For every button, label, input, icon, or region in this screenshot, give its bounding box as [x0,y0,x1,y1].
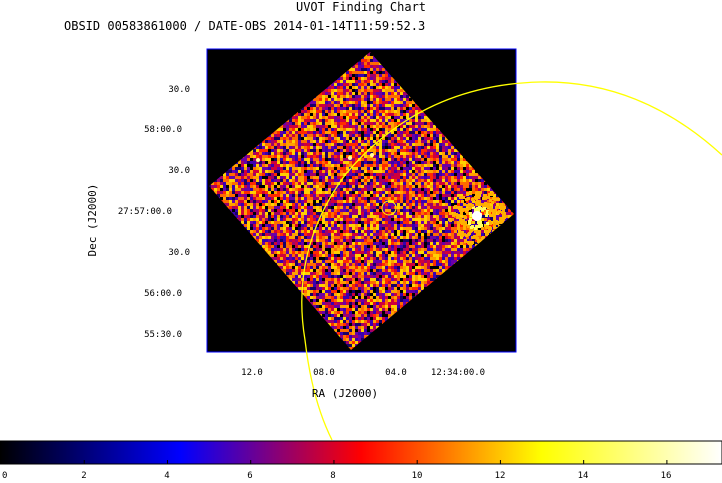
fov-circle [301,81,722,441]
x-tick-label: 08.0 [313,368,335,378]
plot-frame [206,48,517,353]
bright-source [472,211,482,221]
y-tick-label: 56:00.0 [144,289,182,299]
colorbar-tick-label: 8 [330,471,335,481]
colorbar-tick-label: 16 [661,471,672,481]
y-tick-label: 30.0 [168,166,190,176]
colorbar-ticks [0,460,668,464]
y-tick-label: 30.0 [168,85,190,95]
source [370,153,374,157]
x-axis-label: RA (J2000) [312,387,378,400]
colorbar-tick-label: 12 [495,471,506,481]
colorbar-tick-label: 14 [578,471,589,481]
y-tick-label: 58:00.0 [144,125,182,135]
y-tick-label: 27:57:00.0 [118,207,172,217]
y-axis-label: Dec (J2000) [86,184,99,257]
y-tick-label: 30.0 [168,248,190,258]
colorbar-tick-label: 2 [81,471,86,481]
colorbar-tick-label: 6 [247,471,252,481]
colorbar-tick-label: 10 [412,471,423,481]
chart-subtitle: OBSID 00583861000 / DATE-OBS 2014-01-14T… [64,19,426,33]
colorbar [0,440,722,465]
colorbar-tick-label: 0 [2,471,7,481]
y-tick-label: 55:30.0 [144,330,182,340]
target-circle [381,200,397,216]
x-tick-label: 04.0 [385,368,407,378]
x-tick-label: 12:34:00.0 [431,368,485,378]
source [256,158,260,162]
chart-title: UVOT Finding Chart [295,0,427,14]
source [348,156,352,160]
x-tick-label: 12.0 [241,368,263,378]
colorbar-tick-labels: 0 2 4 6 8 10 12 14 16 [2,471,671,481]
colorbar-tick-label: 4 [164,471,169,481]
